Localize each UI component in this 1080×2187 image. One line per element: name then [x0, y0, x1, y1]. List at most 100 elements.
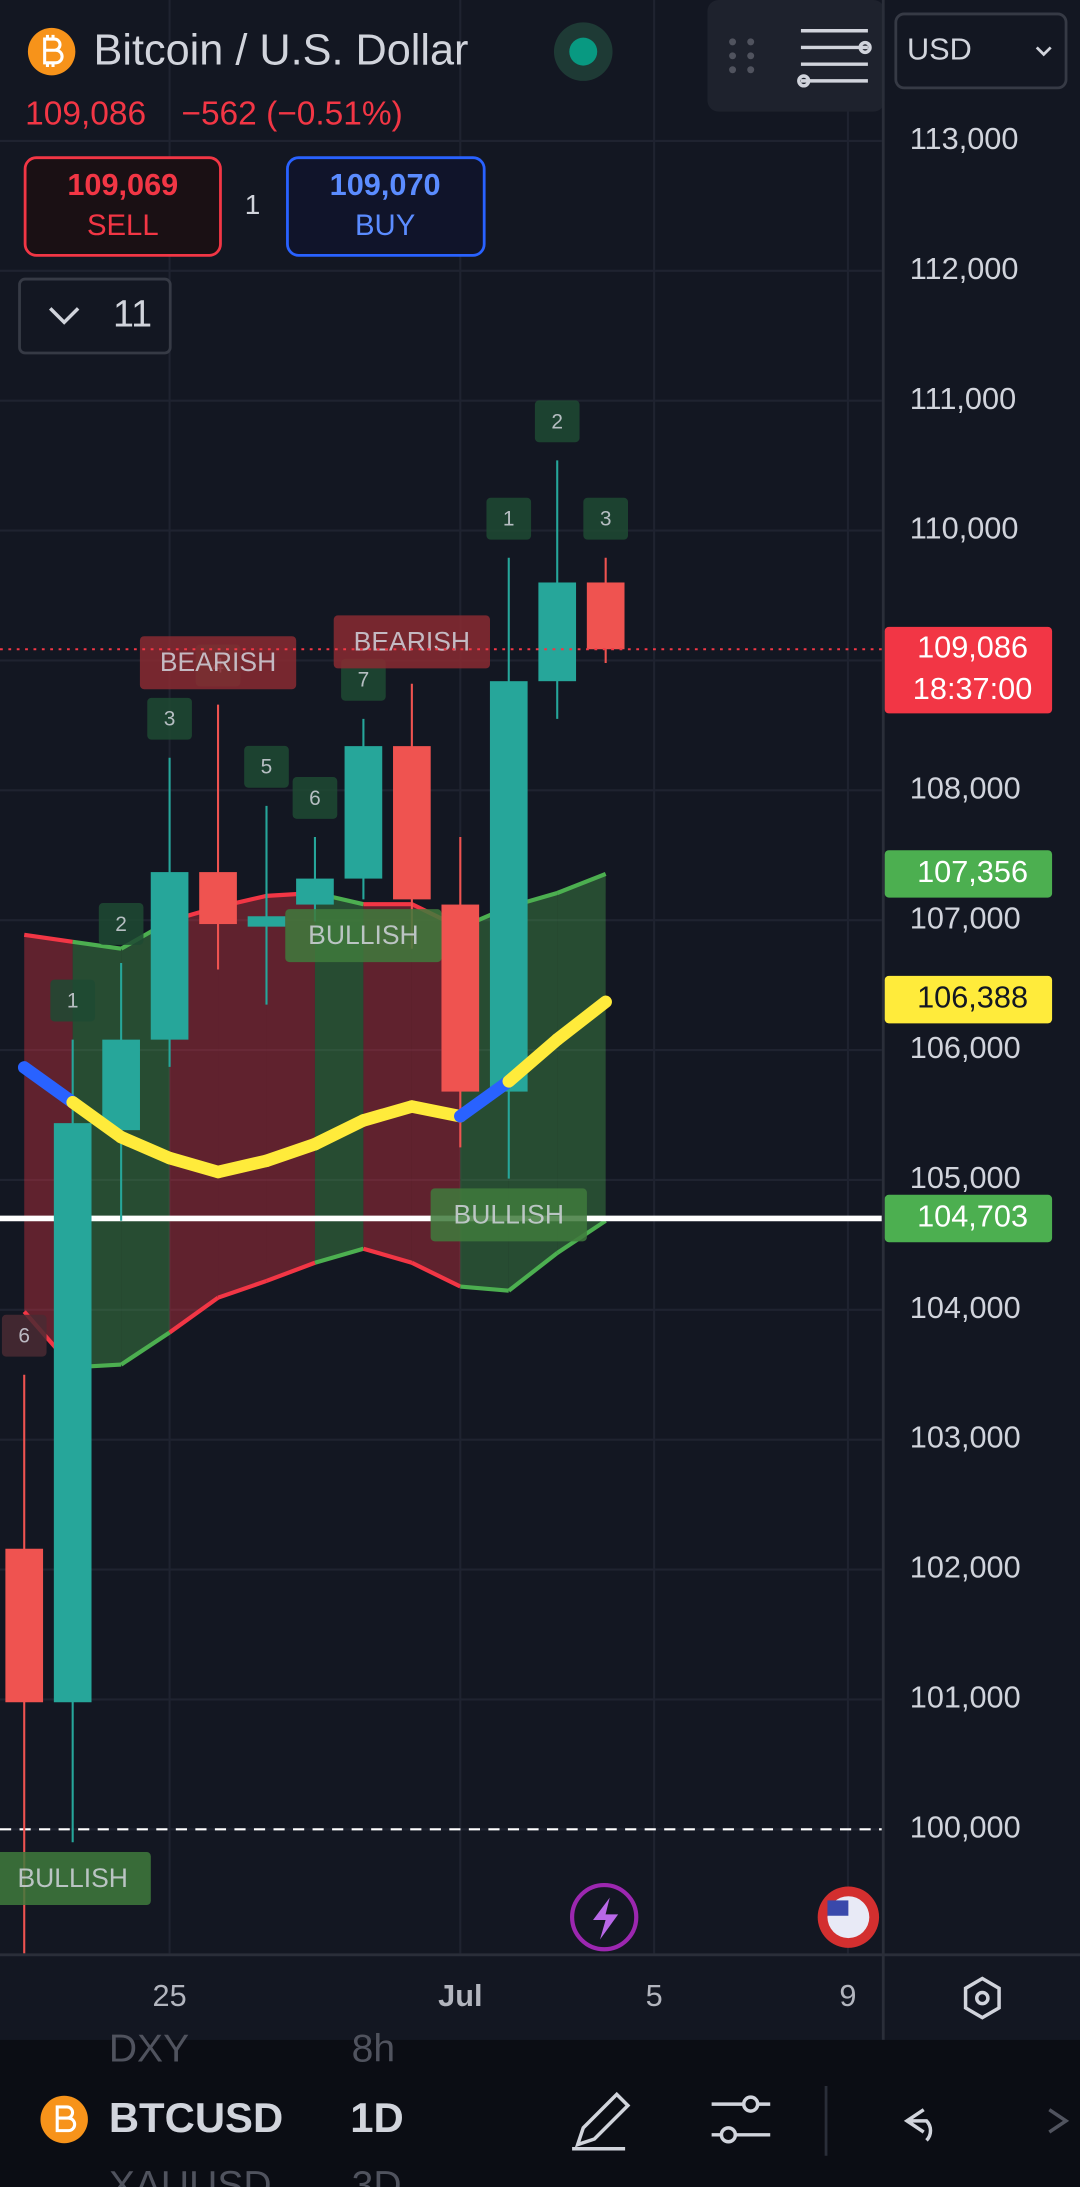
band-fill	[363, 904, 412, 1263]
economic-events-icon[interactable]	[817, 1886, 880, 1948]
annotation-label: 1	[67, 989, 79, 1012]
band-line	[556, 871, 607, 895]
undo-button[interactable]	[903, 2108, 933, 2142]
candle-body	[441, 904, 480, 1092]
redo-button[interactable]	[1048, 2108, 1070, 2134]
price-tag	[884, 1194, 1053, 1243]
x-tick-label: 9	[839, 1978, 856, 2013]
symbol-title: Bitcoin / U.S. Dollar	[93, 26, 468, 74]
candle-body	[393, 746, 431, 900]
annotation-label: BULLISH	[308, 920, 418, 950]
annotation-label: 6	[18, 1325, 30, 1348]
chevron	[1035, 46, 1052, 57]
interval[interactable]: 1D	[350, 2094, 404, 2141]
price-tag	[884, 626, 1053, 714]
candle-body	[150, 872, 189, 1040]
buy-button[interactable]	[286, 156, 486, 257]
annotation-label: 2	[115, 913, 127, 936]
currency-label: USD	[907, 32, 972, 67]
annotation-box	[534, 400, 580, 443]
band-line	[168, 1295, 220, 1335]
annotation-box	[430, 1188, 587, 1242]
band-line	[460, 1284, 509, 1293]
prev-symbol[interactable]: DXY	[109, 2027, 189, 2070]
moving-average	[454, 1075, 516, 1123]
y-tick-label: 112,000	[910, 251, 1019, 286]
band-line	[217, 1278, 268, 1300]
next-symbol[interactable]: XAUUSD	[109, 2164, 272, 2187]
annotation-label: 1	[503, 508, 515, 531]
candle-body	[538, 582, 577, 682]
moving-average	[550, 995, 612, 1046]
y-tick-label: 102,000	[910, 1550, 1021, 1585]
symbol[interactable]: BTCUSD	[109, 2094, 283, 2141]
indicators-count: 11	[113, 293, 152, 335]
annotation-label: 3	[600, 508, 612, 531]
plot-area: 61234567123BEARISHBEARISHBULLISHBULLISHB…	[0, 400, 882, 1954]
price-tag-label: 106,388	[917, 980, 1028, 1015]
annotation-label: 6	[309, 787, 321, 810]
band-line	[410, 1260, 462, 1289]
indicators-toggle[interactable]	[18, 277, 172, 355]
price-change: −562 (−0.51%)	[181, 96, 402, 133]
price-tag	[884, 850, 1053, 898]
annotation-box	[50, 979, 96, 1022]
candle-body	[53, 1123, 92, 1703]
candle-body	[102, 1039, 140, 1131]
moving-average	[211, 1154, 273, 1179]
price-tag-label: 109,086	[917, 629, 1028, 664]
next-interval[interactable]: 3D	[352, 2164, 402, 2187]
prev-interval[interactable]: 8h	[352, 2027, 395, 2070]
candle-body	[344, 746, 383, 879]
annotation-label: 3	[164, 708, 176, 731]
band-line	[119, 1330, 171, 1367]
candle-body	[247, 916, 286, 927]
annotation-box	[244, 745, 289, 788]
candle-body	[489, 681, 528, 1092]
bottom-bar	[0, 2039, 1080, 2187]
annotation-label: 7	[358, 669, 370, 692]
lightning-icon[interactable]	[570, 1882, 639, 1952]
band-fill	[218, 895, 267, 1298]
y-tick-label: 101,000	[910, 1680, 1021, 1715]
sell-label: SELL	[87, 209, 159, 242]
indicator-settings-button[interactable]	[711, 2095, 771, 2144]
draw-button[interactable]	[572, 2091, 631, 2151]
band-line	[314, 1246, 364, 1265]
moving-average	[405, 1100, 467, 1123]
x-tick-label: 5	[646, 1978, 663, 2013]
currency-select[interactable]	[894, 12, 1068, 90]
candle-body	[5, 1548, 44, 1703]
y-tick-label: 106,000	[910, 1030, 1021, 1065]
x-tick-label: Jul	[438, 1978, 482, 2013]
moving-average	[308, 1114, 370, 1151]
band-line	[362, 1246, 413, 1265]
y-tick-label: 113,000	[910, 121, 1019, 156]
y-tick-label: 111,000	[910, 381, 1016, 416]
annotation-box	[147, 697, 192, 740]
annotation-box	[292, 777, 338, 819]
candle-body	[199, 872, 237, 925]
sell-button[interactable]	[23, 156, 222, 257]
moving-average	[163, 1151, 225, 1179]
price-axis: 100,000 101,000 102,000 103,000 104,000 105,0…	[153, 121, 1053, 2013]
y-tick-label: 100,000	[910, 1809, 1021, 1844]
bitcoin-glyph	[55, 2105, 77, 2133]
band-fill	[314, 893, 364, 1263]
candle-body	[586, 582, 625, 650]
annotation-box	[583, 497, 628, 540]
price-tag-sublabel: 18:37:00	[913, 671, 1032, 706]
annotation-box	[0, 1852, 151, 1906]
band-fill	[266, 893, 315, 1281]
settings-button[interactable]	[963, 1976, 1001, 2020]
quantity: 1	[245, 189, 261, 220]
annotation-box	[139, 636, 297, 690]
annotation-label: 5	[261, 756, 273, 779]
annotation-label: BEARISH	[160, 647, 276, 677]
menu-button[interactable]	[797, 28, 872, 88]
bitcoin-glyph	[43, 34, 64, 67]
y-tick-label: 107,000	[910, 900, 1021, 935]
buy-price: 109,070	[330, 167, 441, 202]
